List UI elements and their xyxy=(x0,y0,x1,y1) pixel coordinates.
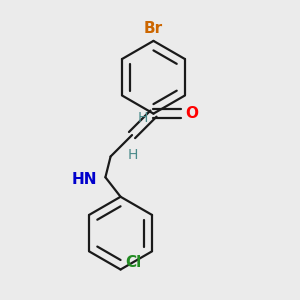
Text: O: O xyxy=(185,106,199,121)
Text: Br: Br xyxy=(144,21,163,36)
Text: Cl: Cl xyxy=(125,255,142,270)
Text: HN: HN xyxy=(71,172,97,187)
Text: H: H xyxy=(137,111,148,125)
Text: H: H xyxy=(128,148,138,162)
